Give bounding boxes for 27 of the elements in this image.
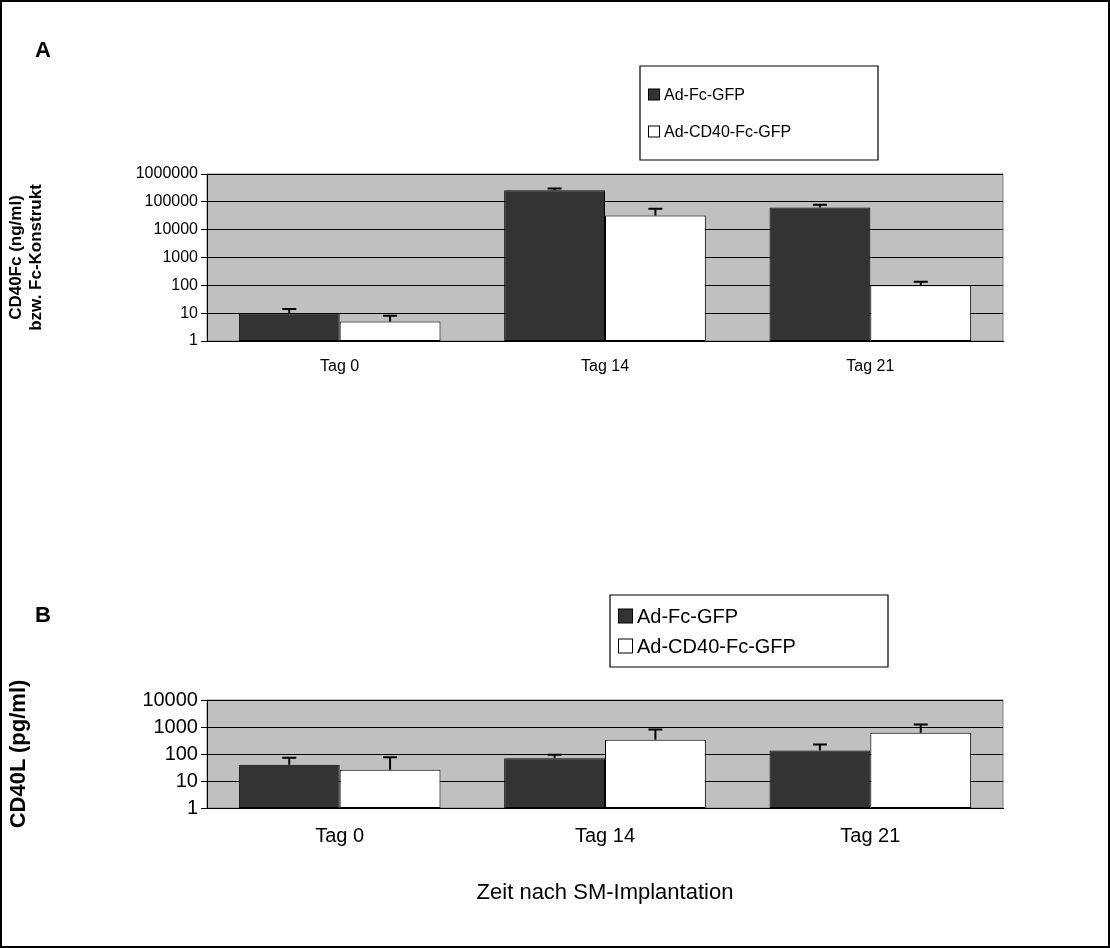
y-tick-label: 100: [164, 741, 198, 764]
x-tick-label: Tag 0: [320, 357, 360, 375]
x-tick-label: Tag 21: [846, 357, 895, 375]
legend-label: Ad-CD40-Fc-GFP: [664, 122, 792, 140]
chart-title: B: [35, 602, 51, 627]
y-tick-label: 1000: [162, 247, 199, 265]
chart-title: A: [35, 37, 51, 62]
legend-label: Ad-CD40-Fc-GFP: [637, 634, 796, 657]
y-axis-title: CD40L (pg/ml): [5, 679, 31, 829]
y-tick-label: 1: [186, 795, 198, 818]
x-tick-label: Tag 21: [840, 823, 901, 846]
y-tick-label: 100: [171, 275, 199, 293]
legend-label: Ad-Fc-GFP: [664, 85, 745, 103]
y-axis-title: CD40Fc (ng/ml) bzw. Fc-Konstrukt: [5, 183, 46, 331]
y-tick-label: 100000: [144, 192, 199, 210]
y-tick-label: 10: [175, 768, 198, 791]
y-tick-label: 10000: [142, 687, 198, 710]
x-tick-label: Tag 0: [315, 823, 365, 846]
y-tick-label: 1000000: [135, 164, 199, 182]
y-tick-label: 10000: [153, 220, 199, 238]
legend-label: Ad-Fc-GFP: [637, 604, 739, 627]
y-tick-label: 1: [189, 331, 199, 349]
y-tick-label: 1000: [153, 714, 198, 737]
x-axis-title: Zeit nach SM-Implantation: [476, 878, 734, 904]
x-tick-label: Tag 14: [580, 357, 630, 375]
x-tick-label: Tag 14: [574, 823, 636, 846]
y-tick-label: 10: [180, 303, 199, 321]
